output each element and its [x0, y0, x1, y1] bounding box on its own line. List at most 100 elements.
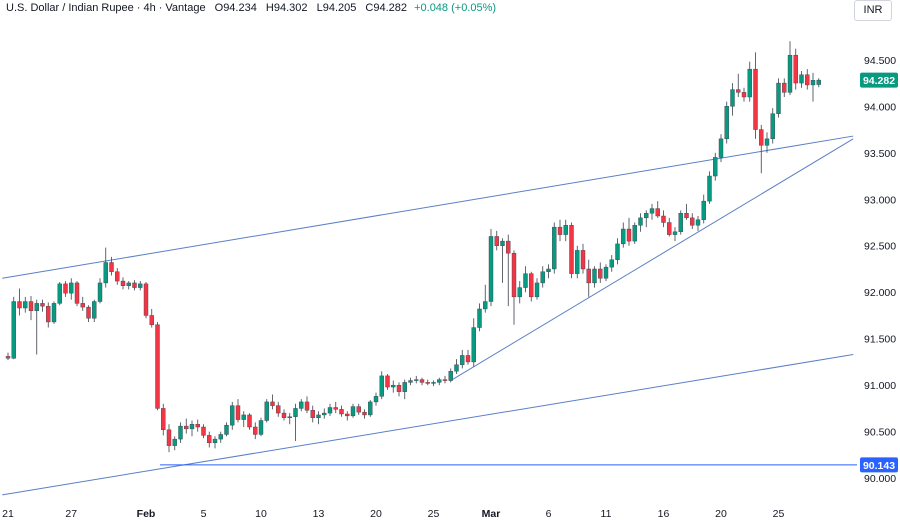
- candle[interactable]: [310, 405, 315, 423]
- candle[interactable]: [517, 281, 522, 304]
- candle[interactable]: [17, 288, 22, 316]
- candle[interactable]: [598, 262, 603, 283]
- candle[interactable]: [437, 377, 442, 386]
- candle[interactable]: [322, 408, 327, 419]
- candle[interactable]: [396, 382, 402, 397]
- candle[interactable]: [736, 73, 741, 98]
- candle[interactable]: [782, 78, 787, 98]
- candle[interactable]: [86, 305, 91, 322]
- trendline-lower-channel[interactable]: [2, 354, 854, 496]
- candle[interactable]: [747, 61, 752, 102]
- candle[interactable]: [69, 278, 74, 300]
- candle[interactable]: [138, 281, 143, 291]
- candle[interactable]: [741, 87, 747, 102]
- trendline-rising-support[interactable]: [450, 138, 854, 381]
- candle[interactable]: [391, 380, 396, 393]
- candle[interactable]: [776, 78, 781, 118]
- candle[interactable]: [339, 405, 344, 417]
- candle[interactable]: [603, 264, 609, 282]
- candle[interactable]: [805, 69, 810, 90]
- candle[interactable]: [276, 401, 281, 417]
- candle[interactable]: [402, 379, 407, 400]
- candle[interactable]: [356, 403, 361, 415]
- candle[interactable]: [419, 377, 425, 386]
- candle[interactable]: [477, 303, 482, 332]
- candle[interactable]: [718, 134, 724, 163]
- candle[interactable]: [483, 284, 488, 313]
- candle[interactable]: [569, 222, 574, 279]
- candle[interactable]: [523, 266, 528, 293]
- candle[interactable]: [787, 41, 793, 96]
- candle[interactable]: [345, 411, 350, 421]
- candle[interactable]: [609, 255, 614, 272]
- candle[interactable]: [92, 299, 97, 322]
- candle[interactable]: [770, 108, 775, 144]
- candle[interactable]: [57, 282, 62, 306]
- candle[interactable]: [730, 83, 735, 116]
- candle[interactable]: [799, 70, 804, 88]
- candle[interactable]: [701, 194, 706, 224]
- candle[interactable]: [414, 375, 419, 384]
- interval-label[interactable]: 4h: [143, 2, 156, 14]
- candle[interactable]: [218, 431, 223, 443]
- candle[interactable]: [97, 278, 103, 304]
- candle[interactable]: [11, 296, 16, 360]
- candle[interactable]: [224, 422, 229, 437]
- candle[interactable]: [695, 216, 701, 231]
- candle[interactable]: [34, 299, 39, 355]
- candle[interactable]: [201, 424, 206, 439]
- candle[interactable]: [707, 171, 712, 204]
- candle[interactable]: [448, 368, 453, 383]
- candle[interactable]: [471, 318, 476, 367]
- candle[interactable]: [46, 302, 51, 328]
- candle[interactable]: [557, 219, 563, 242]
- candle[interactable]: [586, 259, 591, 297]
- candle[interactable]: [592, 266, 597, 288]
- candle[interactable]: [488, 229, 494, 307]
- trendline-upper-channel[interactable]: [2, 135, 854, 279]
- candle[interactable]: [155, 321, 160, 411]
- candle[interactable]: [408, 377, 413, 386]
- candle[interactable]: [63, 281, 68, 297]
- candle[interactable]: [621, 222, 626, 248]
- candle[interactable]: [506, 234, 511, 307]
- candle[interactable]: [690, 213, 695, 230]
- candle[interactable]: [212, 436, 218, 449]
- candle[interactable]: [132, 280, 137, 291]
- candle[interactable]: [638, 213, 643, 232]
- candle[interactable]: [655, 201, 660, 218]
- candle[interactable]: [546, 264, 551, 279]
- candle[interactable]: [126, 281, 131, 290]
- candle[interactable]: [115, 268, 120, 285]
- candle[interactable]: [615, 238, 620, 265]
- candle[interactable]: [207, 431, 212, 448]
- candle[interactable]: [753, 52, 758, 139]
- candle[interactable]: [644, 210, 649, 228]
- candle[interactable]: [235, 399, 241, 423]
- candle[interactable]: [40, 299, 45, 312]
- candle[interactable]: [5, 352, 11, 361]
- candle[interactable]: [189, 420, 195, 437]
- candle[interactable]: [678, 210, 683, 235]
- candle[interactable]: [724, 101, 729, 144]
- candle[interactable]: [270, 394, 275, 410]
- candle[interactable]: [580, 243, 586, 274]
- candle[interactable]: [431, 380, 436, 387]
- candle[interactable]: [816, 78, 821, 88]
- candle[interactable]: [368, 400, 373, 417]
- candle[interactable]: [759, 124, 764, 174]
- candle[interactable]: [632, 222, 637, 244]
- candle[interactable]: [362, 409, 367, 419]
- candle[interactable]: [316, 411, 321, 425]
- candle[interactable]: [23, 296, 28, 313]
- candle[interactable]: [51, 301, 57, 324]
- candle[interactable]: [184, 418, 189, 434]
- candle[interactable]: [684, 203, 689, 220]
- candle[interactable]: [80, 296, 85, 311]
- candle[interactable]: [563, 219, 568, 242]
- candle[interactable]: [241, 411, 246, 428]
- currency-button[interactable]: INR: [854, 0, 892, 21]
- candle[interactable]: [258, 417, 264, 437]
- candle[interactable]: [74, 281, 80, 307]
